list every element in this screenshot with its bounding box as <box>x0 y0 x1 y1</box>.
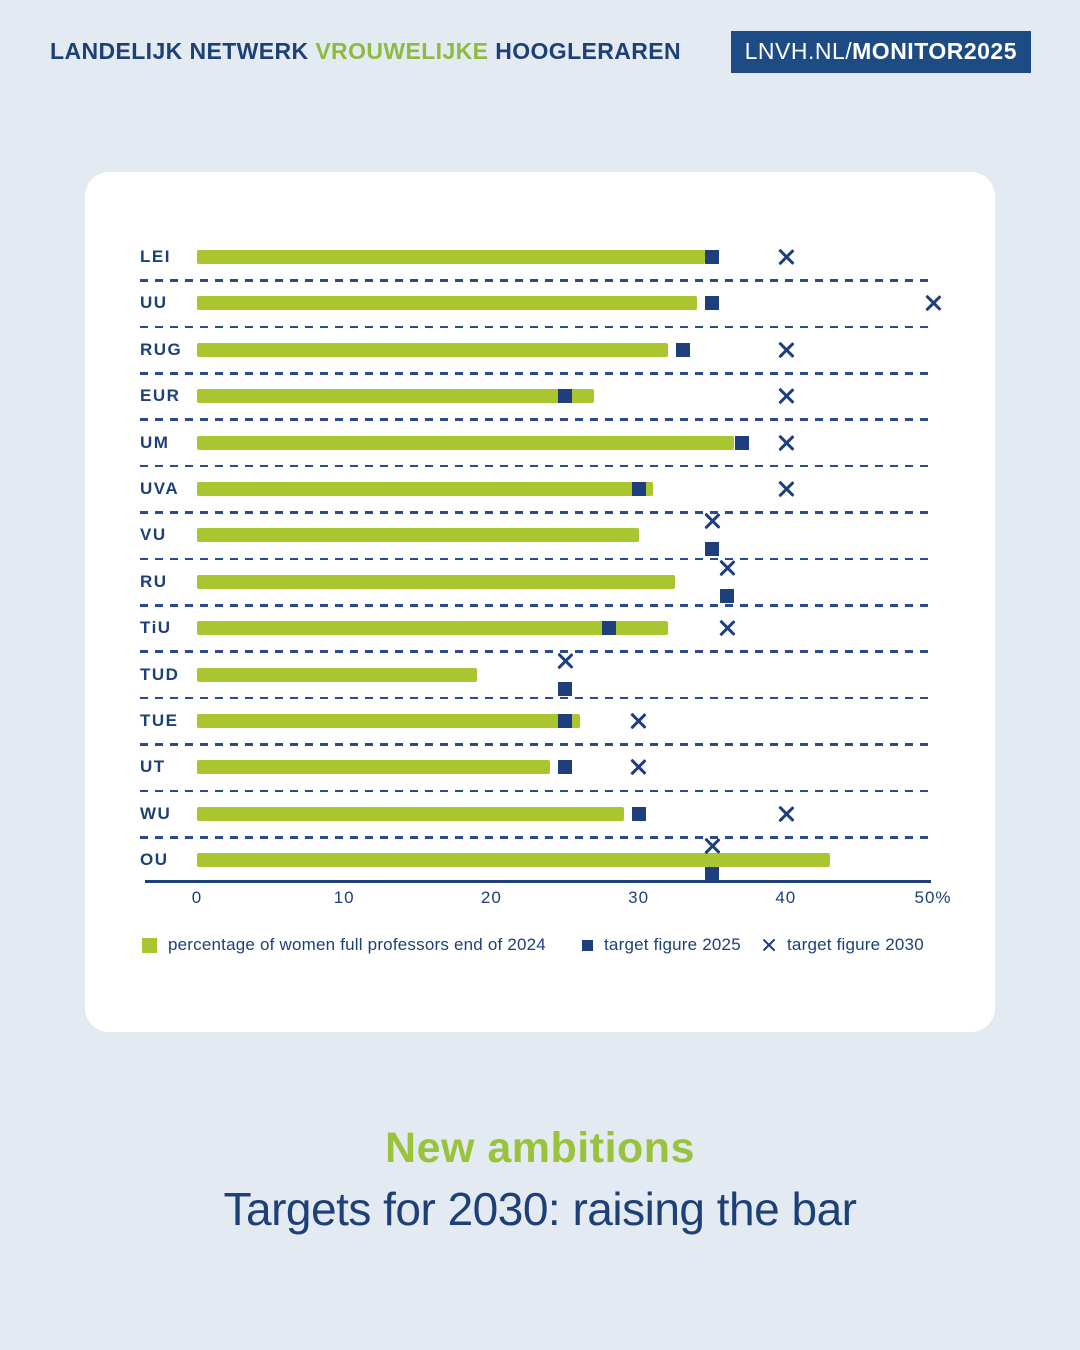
bar-tiu <box>197 621 669 636</box>
target-2030-marker-tue <box>630 712 648 730</box>
legend-item-target-2030: target figure 2030 <box>762 935 924 955</box>
target-2025-marker-tue <box>558 714 572 728</box>
bar-uva <box>197 482 654 496</box>
header-title-part2: HOOGLERAREN <box>488 38 682 64</box>
row-separator <box>140 789 930 793</box>
bar-tue <box>197 714 580 728</box>
target-2030-marker-ut <box>630 758 648 776</box>
target-2030-marker-lei <box>777 248 795 266</box>
bar-eur <box>197 389 595 404</box>
row-label-wu: WU <box>140 803 172 823</box>
row-separator <box>140 464 930 468</box>
target-2030-marker-uva <box>777 480 795 498</box>
bar-ut <box>197 760 551 775</box>
row-label-ru: RU <box>140 571 168 591</box>
bar-rug <box>197 342 669 357</box>
row-label-tiu: TiU <box>140 618 172 638</box>
chart-card: LEI UU RUG EUR UM UVA VU RU TiU TUD TUE UT WU OU 0 10 20… <box>85 172 995 1032</box>
target-2025-marker-uu <box>705 296 720 311</box>
row-separator <box>140 836 930 839</box>
row-label-vu: VU <box>140 525 167 545</box>
header-title-accent: VROUWELIJKE <box>315 38 489 64</box>
target-2025-marker-um <box>734 435 749 450</box>
bar-vu <box>197 528 639 543</box>
legend-label-target-2030: target figure 2030 <box>787 935 924 954</box>
target-2030-marker-tud <box>556 652 574 670</box>
row-label-uu: UU <box>140 293 168 313</box>
bar-wu <box>197 806 624 821</box>
legend-item-target-2025: target figure 2025 <box>582 935 741 955</box>
target-2030-marker-tiu <box>718 619 736 637</box>
row-label-um: UM <box>140 432 170 452</box>
target-2030-marker-vu <box>703 512 721 530</box>
target-2025-marker-eur <box>558 389 572 404</box>
row-label-eur: EUR <box>140 386 181 406</box>
target-2030-marker-wu <box>777 805 795 823</box>
target-2025-marker-vu <box>705 542 720 557</box>
target-2025-marker-wu <box>631 806 646 821</box>
legend-navy-square-swatch-icon <box>582 939 593 951</box>
target-2025-marker-tud <box>558 681 572 696</box>
row-separator <box>140 325 930 329</box>
target-2025-marker-ut <box>558 760 572 775</box>
monitor-badge: LNVH.NL/MONITOR2025 <box>730 31 1031 73</box>
x-axis-tick-0: 0 <box>191 888 203 907</box>
x-axis-tick-30: 30 <box>628 888 650 907</box>
target-2025-marker-ru <box>719 588 734 603</box>
bar-ou <box>197 853 830 868</box>
bar-um <box>197 435 735 450</box>
target-2025-marker-lei <box>705 250 720 264</box>
footer-subtitle: Targets for 2030: raising the bar <box>223 1183 857 1235</box>
x-axis-tick-10: 10 <box>333 888 355 907</box>
target-2025-marker-rug <box>675 342 690 357</box>
bar-lei <box>197 250 705 264</box>
header-title-part1: LANDELIJK NETWERK <box>50 38 316 64</box>
bar-tud <box>197 667 477 682</box>
row-separator <box>140 418 930 421</box>
target-2030-marker-um <box>777 434 795 452</box>
target-2025-marker-ou <box>705 867 720 882</box>
badge-url-bold: MONITOR2025 <box>852 38 1017 64</box>
target-2030-marker-ru <box>718 559 736 577</box>
legend-label-pct-2024: percentage of women full professors end … <box>168 935 546 954</box>
header-title: LANDELIJK NETWERK VROUWELIJKE HOOGLERARE… <box>50 38 681 65</box>
bar-uu <box>197 296 698 311</box>
target-2025-marker-tiu <box>602 621 617 636</box>
target-2030-marker-rug <box>777 341 795 359</box>
x-axis-line <box>145 880 931 883</box>
legend-green-bar-swatch-icon <box>142 937 157 953</box>
badge-url-prefix: LNVH.NL/ <box>744 38 853 64</box>
footer-title: New ambitions <box>385 1124 695 1172</box>
row-label-uva: UVA <box>140 479 180 498</box>
x-axis-tick-40: 40 <box>775 888 797 907</box>
x-axis-tick-20: 20 <box>480 888 502 907</box>
row-separator <box>140 650 930 653</box>
row-label-ou: OU <box>140 850 169 870</box>
row-label-lei: LEI <box>140 247 171 266</box>
row-label-ut: UT <box>140 757 166 777</box>
legend-item-pct-2024: percentage of women full professors end … <box>142 935 546 955</box>
legend-x-cross-swatch-icon <box>762 938 776 952</box>
row-label-tud: TUD <box>140 664 180 684</box>
row-separator <box>140 372 930 375</box>
row-separator <box>140 604 930 607</box>
row-label-rug: RUG <box>140 339 183 359</box>
target-2030-marker-uu <box>924 294 942 312</box>
target-2030-marker-eur <box>777 387 795 405</box>
row-separator <box>140 743 930 746</box>
bar-ru <box>197 574 676 589</box>
row-separator <box>140 696 930 700</box>
target-2025-marker-uva <box>631 482 646 496</box>
row-separator <box>140 279 930 282</box>
legend-label-target-2025: target figure 2025 <box>604 935 741 954</box>
row-separator <box>140 557 930 561</box>
row-separator <box>140 511 930 514</box>
row-label-tue: TUE <box>140 711 179 730</box>
chart-plot-area: LEI UU RUG EUR UM UVA VU RU TiU TUD TUE UT WU OU 0 10 20… <box>85 172 995 1032</box>
target-2030-marker-ou <box>703 837 721 855</box>
x-axis-tick-50: 50% <box>914 888 952 907</box>
